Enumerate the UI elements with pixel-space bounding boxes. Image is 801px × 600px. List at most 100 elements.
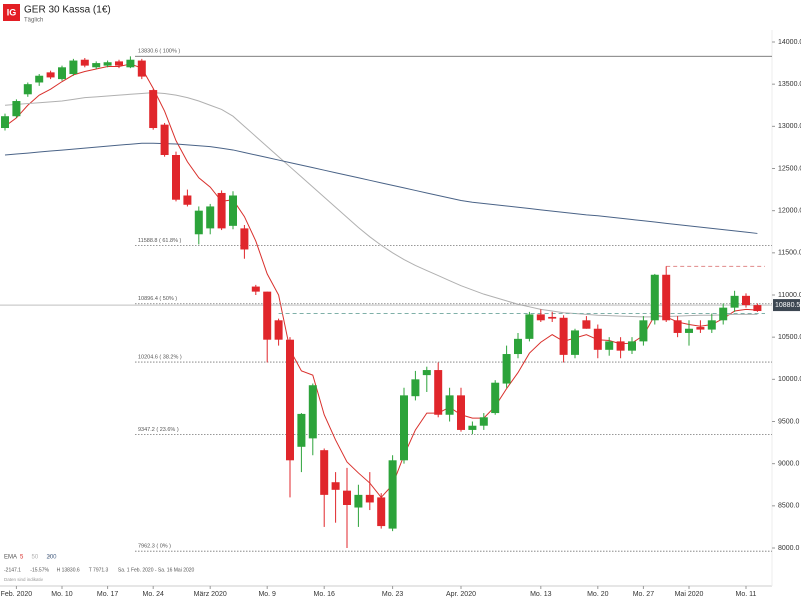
candle-body xyxy=(377,497,386,527)
candle-body xyxy=(491,382,500,414)
level-label: 7962.3 ( 0% ) xyxy=(138,544,171,550)
candle-body xyxy=(240,228,249,250)
y-tick-label: 11500.0 xyxy=(778,250,801,257)
y-tick-label: 9000.0 xyxy=(778,461,800,468)
logo: IG xyxy=(7,7,17,17)
legend-label: EMA xyxy=(4,555,17,561)
candle-body xyxy=(365,494,374,503)
candle-body xyxy=(80,59,89,66)
last-box xyxy=(773,299,800,312)
x-tick-label: Feb. 2020 xyxy=(1,591,33,598)
x-tick-label: Mo. 17 xyxy=(97,591,119,598)
candle-body xyxy=(650,274,659,321)
candle-body xyxy=(411,379,420,397)
x-tick-label: Apr. 2020 xyxy=(446,591,476,598)
ema-line xyxy=(4,142,758,234)
candle-body xyxy=(730,295,739,308)
candle-body xyxy=(742,295,750,306)
y-tick-label: 13500.0 xyxy=(778,81,801,88)
candle-body xyxy=(229,195,237,226)
y-tick-label: 12500.0 xyxy=(778,165,801,172)
y-tick-label: 14000.0 xyxy=(778,39,801,46)
candle-body xyxy=(559,317,568,355)
candle-body xyxy=(536,314,545,321)
candle-body xyxy=(719,307,728,321)
candle-body xyxy=(388,460,397,529)
candle-body xyxy=(35,75,44,83)
candle-body xyxy=(12,101,21,117)
candle-body xyxy=(1,116,9,129)
candle-body xyxy=(445,395,454,415)
x-tick-label: Mai 2020 xyxy=(675,591,704,598)
candle-body xyxy=(639,320,648,342)
x-tick-label: Mo. 24 xyxy=(142,591,164,598)
candle-body xyxy=(628,341,636,351)
candle-body xyxy=(525,314,534,339)
candle-body xyxy=(308,385,317,439)
x-tick-label: Mo. 16 xyxy=(313,591,335,598)
candle-body xyxy=(194,210,203,235)
candle-body xyxy=(160,124,169,156)
candle-body xyxy=(593,328,602,350)
x-tick-label: Mo. 27 xyxy=(633,591,655,598)
chart-title: GER 30 Kassa (1€) xyxy=(24,5,111,16)
x-tick-label: Mo. 10 xyxy=(51,591,73,598)
legend-entry: 50 xyxy=(32,555,39,561)
stat: T 7971.3 xyxy=(89,567,109,573)
x-tick-label: Mo. 11 xyxy=(736,591,757,598)
y-tick-label: 8500.0 xyxy=(778,503,800,510)
candle-body xyxy=(92,63,101,68)
candle-body xyxy=(23,84,32,95)
note: Daten sind indikativ xyxy=(4,577,44,582)
candle-body xyxy=(297,413,306,447)
candle-body xyxy=(616,341,625,351)
stat: Sa. 1 Feb. 2020 - Sa. 16 Mai 2020 xyxy=(118,567,195,573)
candle-body xyxy=(103,62,112,66)
x-tick-label: März 2020 xyxy=(194,591,227,598)
candle-body xyxy=(468,425,477,430)
candle-body xyxy=(696,327,705,330)
candle-body xyxy=(331,482,340,490)
candle-body xyxy=(206,206,215,229)
candle-body xyxy=(320,450,329,495)
candle-body xyxy=(354,494,363,508)
candle-body xyxy=(422,370,431,376)
y-tick-label: 8000.0 xyxy=(778,545,800,552)
candle-body xyxy=(286,339,294,461)
y-tick-label: 10000.0 xyxy=(778,376,801,383)
logo-box xyxy=(3,4,20,21)
candle-body xyxy=(217,192,226,229)
y-tick-label: 12000.0 xyxy=(778,208,801,215)
candle-body xyxy=(183,195,192,205)
candle-body xyxy=(58,67,66,80)
candle-body xyxy=(69,60,78,75)
candle-body xyxy=(137,60,146,77)
candle-body xyxy=(251,286,260,292)
level-label: 10204.6 ( 38.2% ) xyxy=(138,355,182,361)
candle-body xyxy=(343,490,351,505)
candle-body xyxy=(263,291,272,340)
candle-body xyxy=(502,354,511,384)
level-label: 13830.6 ( 100% ) xyxy=(138,49,180,55)
level-label: 11588.8 ( 61.8% ) xyxy=(138,238,181,244)
candle-body xyxy=(753,305,762,312)
legend-entry: 200 xyxy=(47,555,58,561)
legend-close[interactable]: × xyxy=(48,555,52,561)
candle-body xyxy=(571,330,579,355)
candle-body xyxy=(434,370,443,415)
x-tick-label: Mo. 23 xyxy=(382,591,404,598)
level-label: 9347.2 ( 23.6% ) xyxy=(138,427,179,433)
x-tick-label: Mo. 20 xyxy=(587,591,609,598)
y-tick-label: 10500.0 xyxy=(778,334,801,341)
y-tick-label: 11000.0 xyxy=(778,292,801,299)
candle-body xyxy=(685,328,693,333)
y-tick-label: 13000.0 xyxy=(778,123,801,130)
candle-body xyxy=(605,341,614,350)
y-tick-label: 9500.0 xyxy=(778,418,800,425)
candle-body xyxy=(514,338,522,355)
x-tick-label: Mo. 13 xyxy=(530,591,552,598)
candle-body xyxy=(582,320,591,329)
stat: -2147.1 xyxy=(4,567,21,573)
